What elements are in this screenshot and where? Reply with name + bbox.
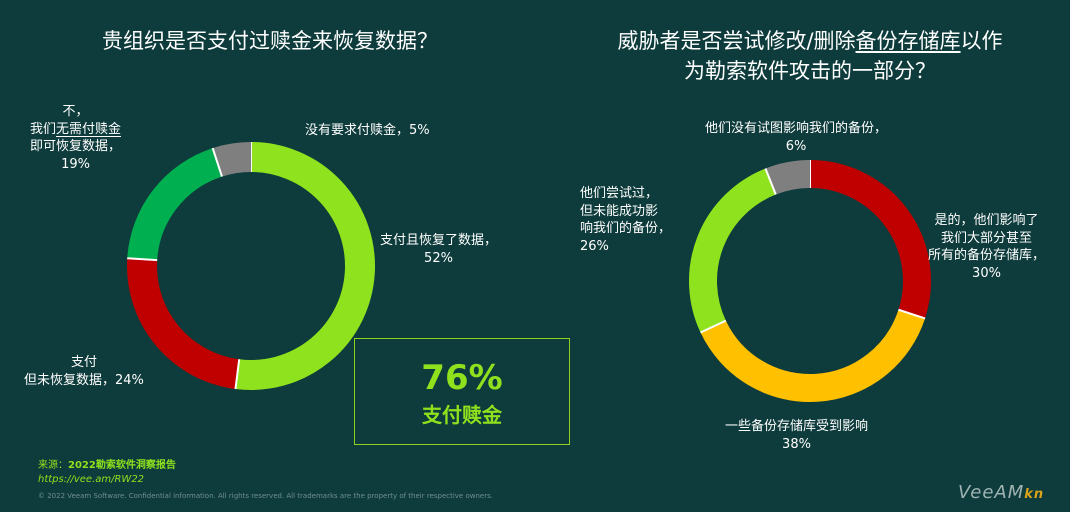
slice-label-no-attempt: 他们没有试图影响我们的备份， 6% xyxy=(705,120,887,155)
slice-label-line: 响我们的备份， xyxy=(580,221,672,237)
chart-title-right: 威胁者是否尝试修改/删除备份存储库以作 为勒索软件攻击的一部分？ xyxy=(590,26,1030,87)
slice-label-line: 一些备份存储库受到影响 xyxy=(725,419,869,434)
slice-separator xyxy=(898,308,926,320)
donut-slice-no-attempt xyxy=(765,160,811,195)
slice-label-some: 一些备份存储库受到影响 38% xyxy=(725,418,868,453)
chart-title-right-part3: 以作 xyxy=(960,29,1003,53)
chart-title-right-part4: 为勒索软件攻击的一部分？ xyxy=(684,59,936,84)
source-prefix: 来源： xyxy=(38,460,68,471)
chart-title-left: 贵组织是否支付过赎金来恢复数据？ xyxy=(40,26,500,56)
slice-label-line: 19% xyxy=(61,156,90,172)
slice-label-line: 6% xyxy=(785,138,807,154)
slice-separator xyxy=(700,319,727,334)
slice-label-line: 30% xyxy=(972,265,1001,281)
slice-label-line: 26% xyxy=(580,238,609,254)
logo-mark: kn xyxy=(1024,487,1045,502)
slice-separator xyxy=(211,147,223,177)
callout-label: 支付赎金 xyxy=(422,403,502,427)
slice-label-line: 所有的备份存储库， xyxy=(928,248,1046,264)
copyright-footer: © 2022 Veeam Software. Confidential info… xyxy=(38,492,493,500)
slice-label-line: 支付且恢复了数据， xyxy=(380,233,498,248)
slice-label-line: 但未恢复数据，24% xyxy=(24,372,144,388)
slice-separator xyxy=(234,359,241,390)
donut-slice-most-all xyxy=(809,160,931,319)
slice-label-tried-failed: 他们尝试过， 但未能成功影 响我们的备份， 26% xyxy=(580,185,671,255)
slice-label-line: 支付 xyxy=(70,355,97,370)
donut-slice-no-need xyxy=(127,148,223,261)
donut-slice-not-asked xyxy=(212,142,252,177)
slice-label-paid-recovered: 支付且恢复了数据， 52% xyxy=(380,232,497,267)
chart-title-right-part1: 威胁者是否尝试修改/删除 xyxy=(617,29,856,53)
slice-label-line: 我们大部分甚至 xyxy=(941,230,1033,246)
slice-label-line: 52% xyxy=(424,250,453,266)
donut-chart-backup-attack xyxy=(689,160,931,402)
slice-label-line: 是的，他们影响了 xyxy=(934,213,1039,228)
underlined-text: 无需付赎金 xyxy=(56,121,122,137)
slice-label-paid-not-recovered: 支付 但未恢复数据，24% xyxy=(24,354,144,389)
slice-label-line: 我们无需付赎金 xyxy=(30,121,122,137)
donut-slice-some xyxy=(700,309,926,402)
chart-title-right-part2: 备份存储库 xyxy=(855,29,961,53)
source-title: 2022勒索软件洞察报告 xyxy=(68,460,176,471)
donut-slice-paid-not-recovered xyxy=(127,258,240,390)
slice-label-line: 他们尝试过， xyxy=(580,186,659,201)
slice-label-line: 没有要求付赎金，5% xyxy=(305,123,430,138)
slice-label-line: 不， xyxy=(62,104,89,119)
chart-title-left-text: 贵组织是否支付过赎金来恢复数据？ xyxy=(102,29,438,53)
slice-label-line: 但未能成功影 xyxy=(580,203,659,219)
source-note: 来源：2022勒索软件洞察报告 https://vee.am/RW22 xyxy=(38,459,176,487)
donut-chart-ransom-paid xyxy=(127,142,375,390)
callout-value: 76% xyxy=(421,358,503,398)
slice-label-not-asked: 没有要求付赎金，5% xyxy=(305,122,430,140)
slice-label-line: 38% xyxy=(782,436,811,452)
slice-label-no-need: 不， 我们无需付赎金 即可恢复数据， 19% xyxy=(30,103,121,173)
source-link[interactable]: https://vee.am/RW22 xyxy=(38,474,145,485)
brand-logo: VeeAMkn xyxy=(958,482,1044,503)
donut-slice-tried-failed xyxy=(689,168,777,333)
slice-label-line: 即可恢复数据， xyxy=(30,139,122,155)
logo-text: VeeAM xyxy=(958,482,1025,503)
slice-separator xyxy=(764,168,777,195)
donut-slice-paid-recovered xyxy=(235,142,375,390)
slice-separator xyxy=(127,257,158,262)
slice-label-line: 他们没有试图影响我们的备份， xyxy=(705,121,888,136)
callout-box: 76% 支付赎金 xyxy=(354,338,570,445)
slice-label-most-all: 是的，他们影响了 我们大部分甚至 所有的备份存储库， 30% xyxy=(928,212,1045,282)
